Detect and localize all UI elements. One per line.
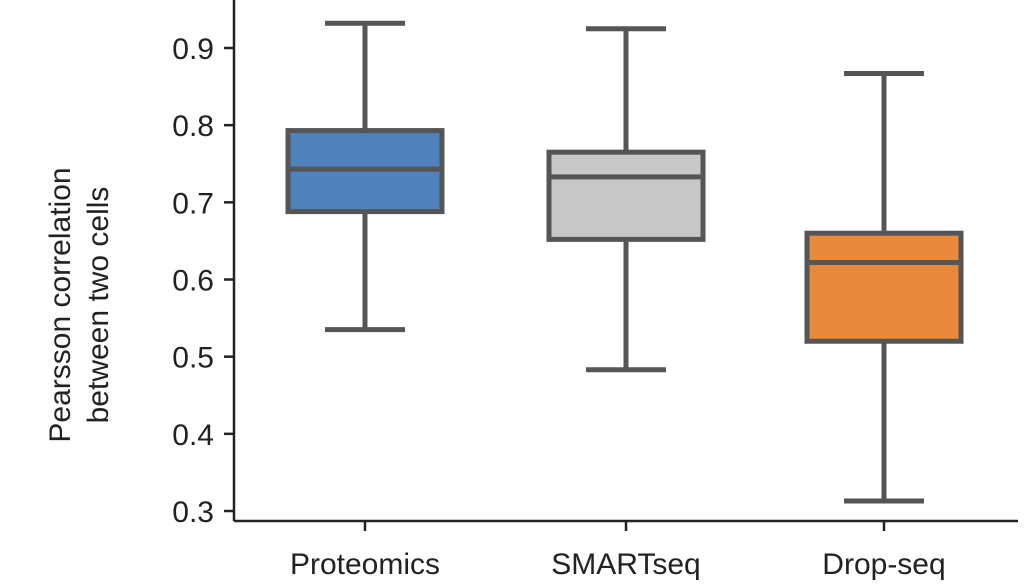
box-drop-seq [804, 70, 964, 504]
iqr-box [804, 230, 964, 344]
y-axis-label-line: Pearsson correlation [44, 167, 77, 442]
y-axis-label: Pearsson correlation between two cells [44, 167, 115, 442]
y-tick-label: 0.9 [172, 33, 214, 66]
boxes [285, 20, 964, 504]
iqr-box [546, 149, 706, 242]
x-tick-label: SMARTseq [551, 548, 701, 581]
box-proteomics [285, 20, 445, 333]
box-smartseq [546, 26, 706, 373]
x-axis: Proteomics SMARTseq Drop-seq [234, 519, 1018, 581]
x-tick-label: Drop-seq [822, 548, 945, 581]
y-tick-label: 0.7 [172, 187, 214, 220]
y-axis-label-line: between two cells [82, 187, 115, 424]
y-tick-label: 0.5 [172, 342, 214, 375]
y-axis-title: Pearsson correlation between two cells [44, 167, 115, 442]
y-tick-label: 0.6 [172, 265, 214, 298]
x-tick-label: Proteomics [290, 548, 440, 581]
y-tick-label: 0.8 [172, 110, 214, 143]
y-tick-label: 0.4 [172, 419, 214, 452]
y-tick-label: 0.3 [172, 496, 214, 529]
y-axis: 0.3 0.4 0.5 0.6 0.7 0.8 0.9 [172, 0, 236, 529]
